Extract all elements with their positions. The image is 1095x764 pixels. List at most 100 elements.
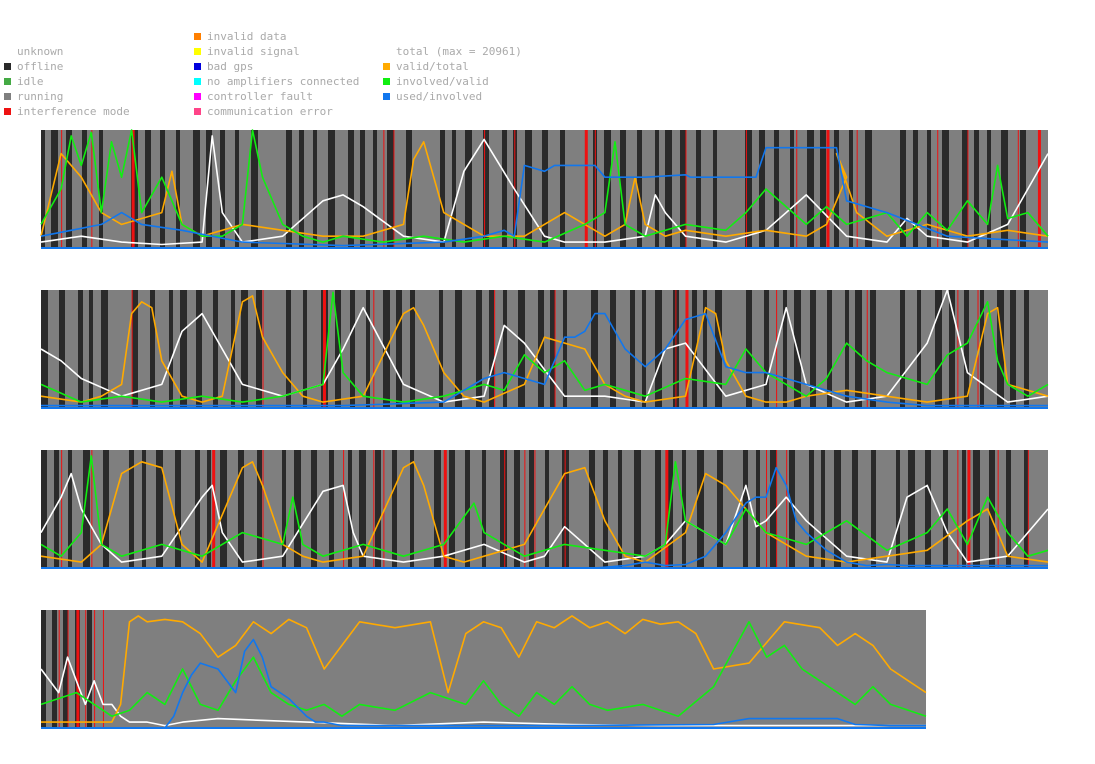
offline-stripe (935, 290, 942, 408)
legend-swatch (383, 78, 390, 85)
offline-stripe (294, 450, 301, 568)
offline-stripe (41, 290, 48, 408)
interference-marker (554, 290, 556, 408)
series-line-used-involved (41, 466, 1048, 569)
legend-swatch (194, 78, 201, 85)
offline-stripe (145, 130, 151, 248)
legend-swatch (4, 78, 11, 85)
offline-stripe (973, 450, 980, 568)
offline-stripe (620, 130, 626, 248)
interference-marker (786, 450, 788, 568)
offline-stripe (962, 450, 966, 568)
offline-stripe (630, 290, 635, 408)
series-line-involved-valid (40, 291, 1049, 403)
interference-marker (866, 290, 868, 408)
series-line-involved-valid (40, 129, 1049, 243)
legend-swatch (194, 33, 201, 40)
offline-stripe (834, 450, 841, 568)
interference-marker (383, 130, 385, 248)
offline-stripe (150, 290, 155, 408)
interference-marker (594, 130, 596, 248)
offline-stripe (410, 290, 415, 408)
offline-stripe (774, 130, 779, 248)
offline-stripe (220, 130, 225, 248)
legend: unknown offline idle running interferenc… (0, 0, 1095, 125)
offline-stripe (257, 450, 262, 568)
offline-stripe (550, 290, 555, 408)
interference-marker (967, 130, 969, 248)
offline-stripe (348, 450, 352, 568)
offline-stripe (655, 450, 661, 568)
offline-stripe (870, 290, 876, 408)
offline-stripe (634, 450, 641, 568)
offline-stripe (193, 130, 200, 248)
interference-marker (91, 450, 93, 568)
legend-swatch (383, 63, 390, 70)
offline-stripe (299, 130, 304, 248)
offline-stripe (525, 130, 532, 248)
offline-stripe (238, 450, 244, 568)
interference-marker (967, 450, 971, 568)
offline-stripe (855, 290, 862, 408)
offline-stripe (845, 290, 849, 408)
offline-stripe (790, 130, 794, 248)
offline-stripe (987, 130, 991, 248)
offline-stripe (503, 290, 507, 408)
offline-stripe (680, 130, 686, 248)
offline-stripe (668, 450, 673, 568)
chart-panel-2 (40, 289, 1049, 409)
offline-stripe (392, 450, 397, 568)
legend-label: controller fault (207, 90, 313, 103)
offline-stripe (78, 290, 83, 408)
legend-swatch (194, 108, 201, 115)
offline-stripe (160, 130, 165, 248)
offline-stripe (713, 130, 717, 248)
offline-stripe (220, 450, 227, 568)
interference-marker (61, 450, 63, 568)
legend-swatch (194, 93, 201, 100)
offline-stripe (849, 130, 853, 248)
offline-stripe (129, 450, 134, 568)
offline-stripe (560, 130, 565, 248)
offline-stripe (350, 290, 355, 408)
offline-stripe (465, 450, 470, 568)
offline-stripe (764, 290, 769, 408)
offline-stripe (482, 450, 486, 568)
interference-marker (494, 290, 496, 408)
offline-stripe (1024, 450, 1028, 568)
offline-stripe (1001, 130, 1008, 248)
offline-stripe (603, 450, 608, 568)
interference-marker (373, 450, 375, 568)
offline-stripe (756, 450, 760, 568)
offline-stripe (900, 130, 906, 248)
offline-stripe (452, 130, 456, 248)
legend-label: invalid data (207, 30, 287, 43)
offline-stripe (434, 450, 441, 568)
offline-stripe (642, 290, 646, 408)
offline-stripe (949, 290, 955, 408)
interference-marker (685, 130, 687, 248)
offline-stripe (1020, 130, 1026, 248)
offline-stripe (655, 290, 662, 408)
panel-baseline (41, 407, 1048, 409)
offline-stripe (54, 450, 59, 568)
offline-stripe (759, 130, 765, 248)
legend-label: offline (17, 60, 64, 73)
offline-stripe (703, 290, 707, 408)
series-line-total (40, 135, 1049, 246)
offline-stripe (529, 450, 534, 568)
legend-label: invalid signal (207, 45, 300, 58)
offline-stripe (387, 130, 394, 248)
legend-label: bad gps (207, 60, 254, 73)
chart-panel-3 (40, 450, 1049, 569)
offline-stripe (175, 450, 181, 568)
interference-marker (826, 130, 830, 248)
interference-marker (1017, 130, 1019, 248)
offline-stripe (997, 290, 1004, 408)
legend-label: interference mode (17, 105, 130, 118)
offline-stripe (655, 130, 659, 248)
offline-stripe (99, 130, 103, 248)
offline-stripe (41, 450, 47, 568)
offline-stripe (313, 130, 317, 248)
offline-stripe (500, 450, 507, 568)
